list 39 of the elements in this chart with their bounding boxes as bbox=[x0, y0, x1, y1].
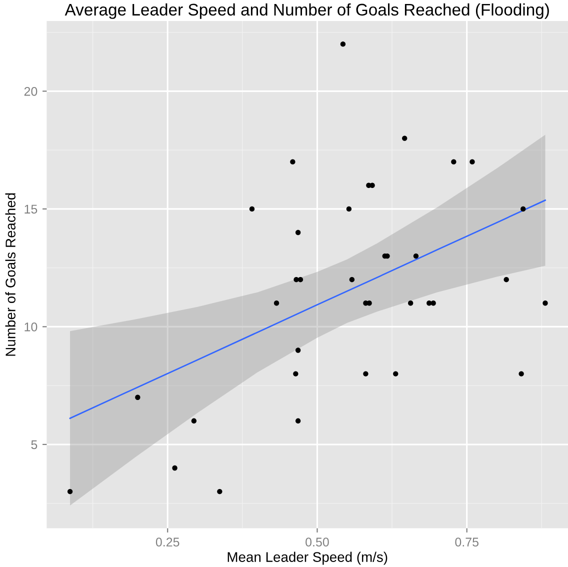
point bbox=[67, 488, 73, 494]
y-tick-label: 10 bbox=[24, 322, 38, 332]
point bbox=[430, 300, 436, 306]
point bbox=[520, 206, 526, 212]
point bbox=[135, 394, 140, 400]
point bbox=[346, 206, 352, 212]
point bbox=[217, 488, 222, 494]
point bbox=[340, 41, 346, 47]
point bbox=[298, 276, 304, 282]
point bbox=[408, 300, 414, 306]
point bbox=[295, 418, 301, 424]
y-tick-label: 5 bbox=[31, 440, 38, 450]
point bbox=[504, 276, 509, 282]
y-tick-label: 20 bbox=[24, 86, 38, 96]
y-tick-label: 15 bbox=[24, 204, 38, 214]
chart-title: Average Leader Speed and Number of Goals Reached (Flooding) bbox=[64, 3, 549, 19]
point bbox=[402, 136, 408, 141]
point bbox=[172, 465, 178, 471]
point bbox=[470, 159, 475, 164]
point bbox=[249, 206, 255, 212]
point bbox=[413, 253, 419, 259]
x-tick-label: 0.50 bbox=[306, 538, 329, 547]
point bbox=[295, 230, 301, 236]
line-series bbox=[69, 200, 546, 420]
point bbox=[293, 371, 298, 376]
x-tick-label: 0.75 bbox=[455, 538, 478, 547]
point bbox=[542, 300, 548, 306]
x-tick-label: 0.25 bbox=[156, 538, 180, 547]
point bbox=[295, 348, 301, 353]
x-axis-title: Mean Leader Speed (m/s) bbox=[228, 552, 388, 565]
point bbox=[451, 159, 456, 164]
point bbox=[363, 371, 368, 376]
point bbox=[349, 276, 355, 282]
point bbox=[518, 371, 524, 376]
point bbox=[393, 371, 398, 376]
y-axis-title: Number of Goals Reached bbox=[5, 193, 16, 356]
point bbox=[191, 418, 197, 424]
point bbox=[274, 300, 280, 306]
point bbox=[290, 159, 296, 164]
